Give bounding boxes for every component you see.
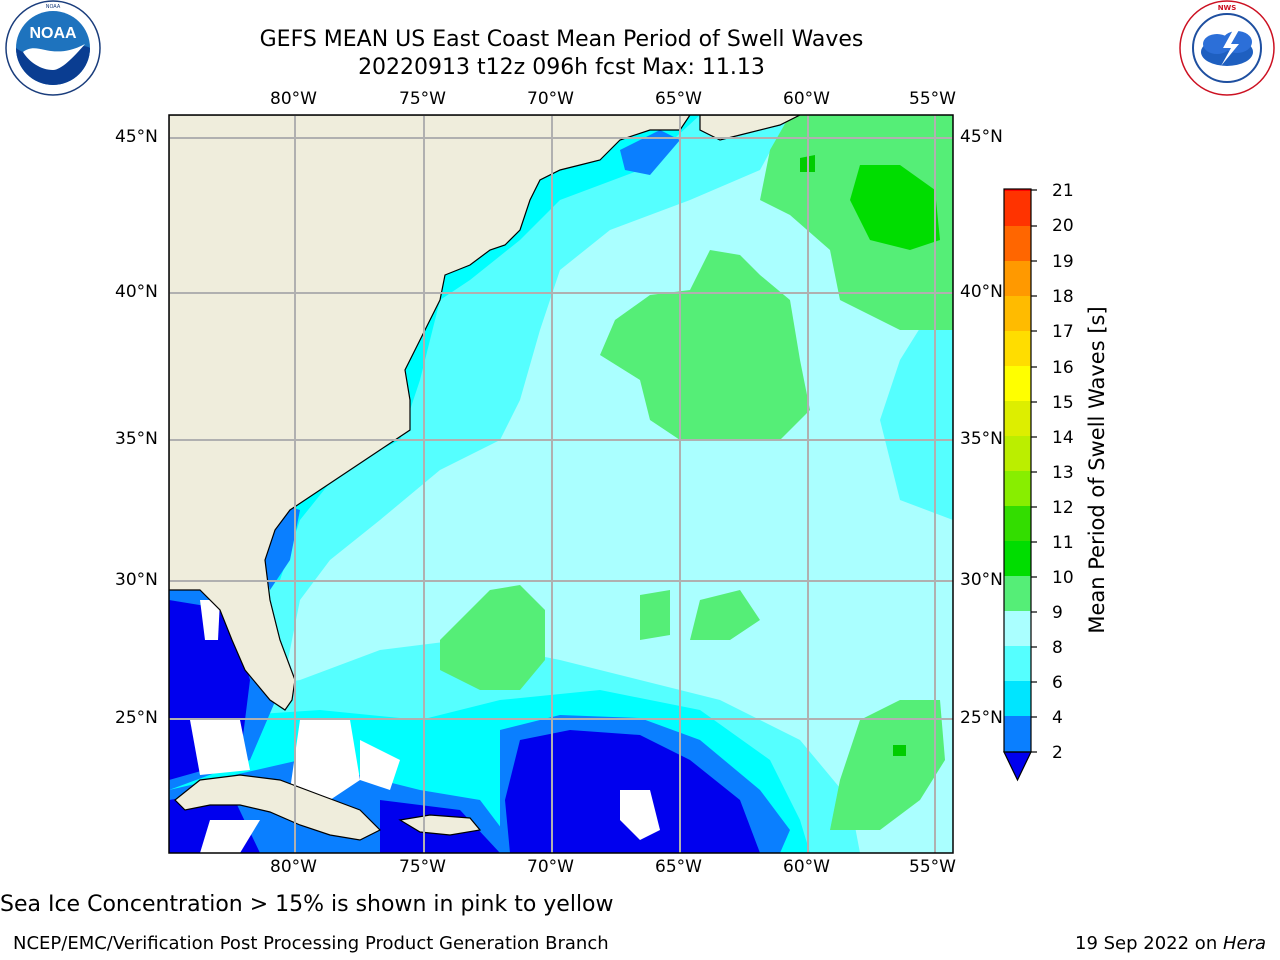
colorbar-label: 21	[1052, 181, 1074, 201]
colorbar-label: 10	[1052, 568, 1074, 588]
colorbar-label: 19	[1052, 252, 1074, 272]
lon-label-bottom: 55°W	[909, 857, 956, 877]
lon-label-bottom: 80°W	[270, 857, 317, 877]
lon-label-top: 70°W	[527, 89, 574, 109]
footer-host: Hera	[1222, 933, 1266, 954]
lon-label-top: 55°W	[909, 89, 956, 109]
chart-subtitle: 20220913 t12z 096h fcst Max: 11.13	[358, 55, 765, 80]
lat-label-right: 25°N	[960, 708, 1003, 728]
chart-title: GEFS MEAN US East Coast Mean Period of S…	[259, 27, 864, 52]
footer-date-text: 19 Sep 2022 on	[1075, 933, 1223, 954]
colorbar-label: 13	[1052, 463, 1074, 483]
lon-label-bottom: 75°W	[399, 857, 446, 877]
lat-label-left: 25°N	[115, 708, 158, 728]
colorbar-title: Mean Period of Swell Waves [s]	[1085, 306, 1109, 634]
colorbar-label: 6	[1052, 673, 1063, 693]
footer-credit: NCEP/EMC/Verification Post Processing Pr…	[13, 933, 609, 954]
lat-label-left: 45°N	[115, 127, 158, 147]
colorbar-label: 18	[1052, 287, 1074, 307]
lat-label-left: 35°N	[115, 429, 158, 449]
colorbar-label: 11	[1052, 533, 1074, 553]
nws-logo: NWS	[1179, 0, 1275, 96]
lon-label-bottom: 70°W	[527, 857, 574, 877]
colorbar-label: 2	[1052, 743, 1063, 763]
colorbar-label: 12	[1052, 498, 1074, 518]
graticule	[169, 115, 953, 853]
lat-label-right: 35°N	[960, 429, 1003, 449]
lon-label-top: 65°W	[655, 89, 702, 109]
colorbar-label: 4	[1052, 708, 1063, 728]
colorbar-label: 16	[1052, 358, 1074, 378]
lat-label-right: 40°N	[960, 282, 1003, 302]
colorbar	[1003, 188, 1037, 782]
colorbar-label: 15	[1052, 393, 1074, 413]
caption-text: Sea Ice Concentration > 15% is shown in …	[0, 892, 614, 917]
svg-text:NWS: NWS	[1218, 4, 1237, 12]
swell-period-field	[169, 115, 953, 853]
noaa-logo: NOAA NOAA	[5, 0, 101, 96]
noaa-logo-text: NOAA	[29, 25, 77, 42]
lon-label-top: 60°W	[783, 89, 830, 109]
footer-date: 19 Sep 2022 on Hera	[1075, 933, 1266, 954]
lat-label-left: 30°N	[115, 570, 158, 590]
lon-label-bottom: 60°W	[783, 857, 830, 877]
lat-label-right: 30°N	[960, 570, 1003, 590]
colorbar-label: 8	[1052, 638, 1063, 658]
lon-label-top: 75°W	[399, 89, 446, 109]
lon-label-bottom: 65°W	[655, 857, 702, 877]
colorbar-label: 20	[1052, 216, 1074, 236]
map-frame	[168, 114, 954, 854]
lat-label-left: 40°N	[115, 282, 158, 302]
colorbar-label: 14	[1052, 428, 1074, 448]
lat-label-right: 45°N	[960, 127, 1003, 147]
colorbar-label: 17	[1052, 322, 1074, 342]
svg-text:NOAA: NOAA	[46, 4, 61, 10]
colorbar-label: 9	[1052, 603, 1063, 623]
lon-label-top: 80°W	[270, 89, 317, 109]
